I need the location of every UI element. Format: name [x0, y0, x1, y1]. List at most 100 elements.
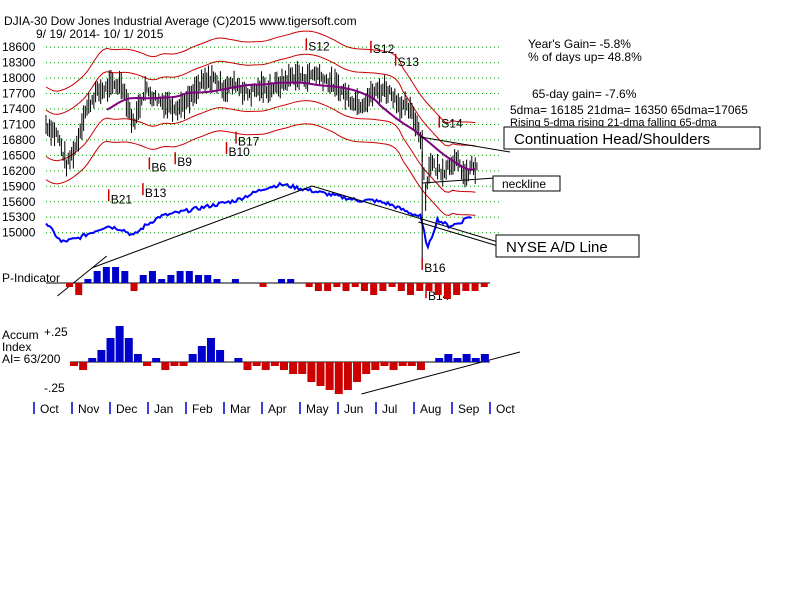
dma-values: 5dma= 16185 21dma= 16350 65dma=17065: [510, 103, 748, 117]
accum-bar: [398, 362, 407, 366]
p-indicator-bar: [139, 275, 147, 283]
trendline: [57, 255, 108, 297]
accum-label-1: Accum: [2, 328, 39, 342]
p-indicator-bar: [379, 283, 387, 291]
p-indicator-bar: [407, 283, 415, 295]
nyse-ad-box: [495, 234, 640, 258]
accum-bar: [371, 362, 380, 370]
trendline: [420, 136, 511, 153]
accum-bar: [325, 362, 334, 390]
p-indicator-bar: [453, 283, 461, 295]
p-indicator-bar: [130, 283, 138, 291]
trendline: [311, 185, 499, 243]
x-tick-label: Oct: [40, 402, 59, 416]
p-indicator-bar: [342, 283, 350, 291]
y-tick-label: 15600: [2, 195, 36, 209]
p-indicator-bar: [158, 279, 166, 283]
dma-trend: Rising 5-dma rising 21-dma falling 65-dm…: [510, 117, 718, 129]
accum-bar: [289, 362, 298, 374]
trendline: [361, 351, 521, 395]
accum-bar: [389, 362, 398, 370]
p-indicator-bar: [121, 271, 129, 283]
ad-line-path: [45, 181, 472, 251]
accum-bar: [88, 358, 97, 362]
p-indicator-bar: [204, 275, 212, 283]
date-range: 9/ 19/ 2014- 10/ 1/ 2015: [36, 27, 164, 41]
accum-bar: [170, 362, 179, 366]
signal-label: B13: [145, 186, 167, 200]
accum-bar: [106, 338, 115, 362]
p-indicator-bar: [287, 279, 295, 283]
accum-bar: [353, 362, 362, 382]
x-tick-label: Nov: [78, 402, 99, 416]
p-indicator-bar: [195, 275, 203, 283]
accum-bar: [334, 362, 343, 394]
accum-bar: [79, 362, 88, 370]
p-indicator-bar: [167, 275, 175, 283]
accum-bar: [453, 358, 462, 362]
trendline: [418, 221, 499, 247]
p-indicator-bar: [314, 283, 322, 291]
accum-bar: [270, 362, 279, 366]
p-indicator-bar: [480, 283, 488, 287]
y-tick-label: 17700: [2, 87, 36, 101]
y-tick-label: 18600: [2, 40, 36, 54]
accum-bar: [480, 354, 489, 362]
x-tick-label: Mar: [230, 402, 251, 416]
p-indicator-bar: [231, 279, 239, 283]
lower-band-outer: [45, 123, 476, 217]
accum-bar: [179, 362, 188, 366]
lower-band-inner: [45, 100, 476, 193]
p-indicator-bar: [416, 283, 424, 291]
accum-bar: [161, 362, 170, 370]
accum-bar: [307, 362, 316, 382]
signal-label: S12: [373, 42, 395, 56]
p-indicator-bar: [112, 267, 120, 283]
x-tick-label: Feb: [192, 402, 213, 416]
x-tick-label: Apr: [268, 402, 287, 416]
y-tick-label: 16200: [2, 164, 36, 178]
signal-label: S14: [441, 117, 463, 131]
p-indicator-bar: [462, 283, 470, 291]
envelope-bands: [45, 30, 476, 217]
signal-label: S13: [398, 55, 420, 69]
p-indicator-bar: [66, 283, 73, 287]
accum-bar: [444, 354, 453, 362]
neckline-box: [492, 175, 561, 192]
x-tick-label: Jun: [344, 402, 363, 416]
x-tick-label: Oct: [496, 402, 515, 416]
accum-bar: [234, 358, 243, 362]
x-tick-label: Jan: [154, 402, 173, 416]
trendlines: [57, 130, 521, 395]
signal-label: B21: [111, 192, 133, 206]
accum-bar: [343, 362, 352, 390]
dma-line: [106, 81, 476, 171]
y-tick-label: 17100: [2, 117, 36, 131]
nyse-ad-label: NYSE A/D Line: [506, 239, 608, 256]
accum-bar: [152, 358, 161, 362]
accum-bar: [97, 350, 106, 362]
accum-bar: [407, 362, 416, 366]
accum-bar: [316, 362, 325, 386]
p-indicator-bar: [84, 279, 92, 283]
head-shoulders-box: [503, 126, 761, 150]
p-indicator-bar: [443, 283, 451, 299]
y-tick-label: 16800: [2, 133, 36, 147]
y-tick-label: 18300: [2, 56, 36, 70]
p-indicator-bar: [75, 283, 83, 295]
p-indicator-bar: [397, 283, 405, 291]
accum-bar: [261, 362, 270, 370]
x-tick-label: Dec: [116, 402, 137, 416]
accum-bar: [143, 362, 152, 366]
y-tick-label: 18000: [2, 71, 36, 85]
x-axis: Oct Nov Dec Jan Feb Mar Apr May Jun Jul Aug Sep Oct: [33, 402, 515, 416]
pct-days-up: % of days up= 48.8%: [528, 50, 642, 64]
p-indicator-bar: [102, 267, 110, 283]
years-gain: Year's Gain= -5.8%: [528, 37, 631, 51]
accum-bar: [243, 362, 252, 370]
accum-bar: [435, 358, 444, 362]
y-tick-label: 16500: [2, 148, 36, 162]
